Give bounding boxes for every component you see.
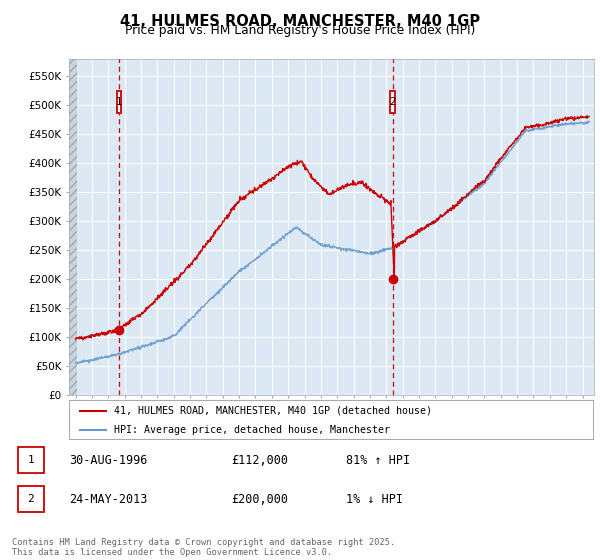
Bar: [69, 59, 77, 395]
Text: 30-AUG-1996: 30-AUG-1996: [70, 454, 148, 467]
Text: 1% ↓ HPI: 1% ↓ HPI: [346, 493, 403, 506]
Text: HPI: Average price, detached house, Manchester: HPI: Average price, detached house, Manc…: [113, 425, 389, 435]
FancyBboxPatch shape: [117, 91, 121, 113]
Text: 1: 1: [116, 97, 122, 108]
FancyBboxPatch shape: [18, 447, 44, 473]
FancyBboxPatch shape: [18, 486, 44, 512]
Text: 41, HULMES ROAD, MANCHESTER, M40 1GP: 41, HULMES ROAD, MANCHESTER, M40 1GP: [120, 14, 480, 29]
Text: 41, HULMES ROAD, MANCHESTER, M40 1GP (detached house): 41, HULMES ROAD, MANCHESTER, M40 1GP (de…: [113, 405, 431, 416]
Text: 2: 2: [389, 97, 396, 108]
Text: Price paid vs. HM Land Registry's House Price Index (HPI): Price paid vs. HM Land Registry's House …: [125, 24, 475, 36]
Text: £112,000: £112,000: [231, 454, 288, 467]
Text: Contains HM Land Registry data © Crown copyright and database right 2025.
This d: Contains HM Land Registry data © Crown c…: [12, 538, 395, 557]
Text: £200,000: £200,000: [231, 493, 288, 506]
FancyBboxPatch shape: [391, 91, 395, 113]
Text: 2: 2: [28, 494, 34, 504]
FancyBboxPatch shape: [69, 400, 593, 439]
Text: 81% ↑ HPI: 81% ↑ HPI: [346, 454, 410, 467]
Text: 1: 1: [28, 455, 34, 465]
Text: 24-MAY-2013: 24-MAY-2013: [70, 493, 148, 506]
